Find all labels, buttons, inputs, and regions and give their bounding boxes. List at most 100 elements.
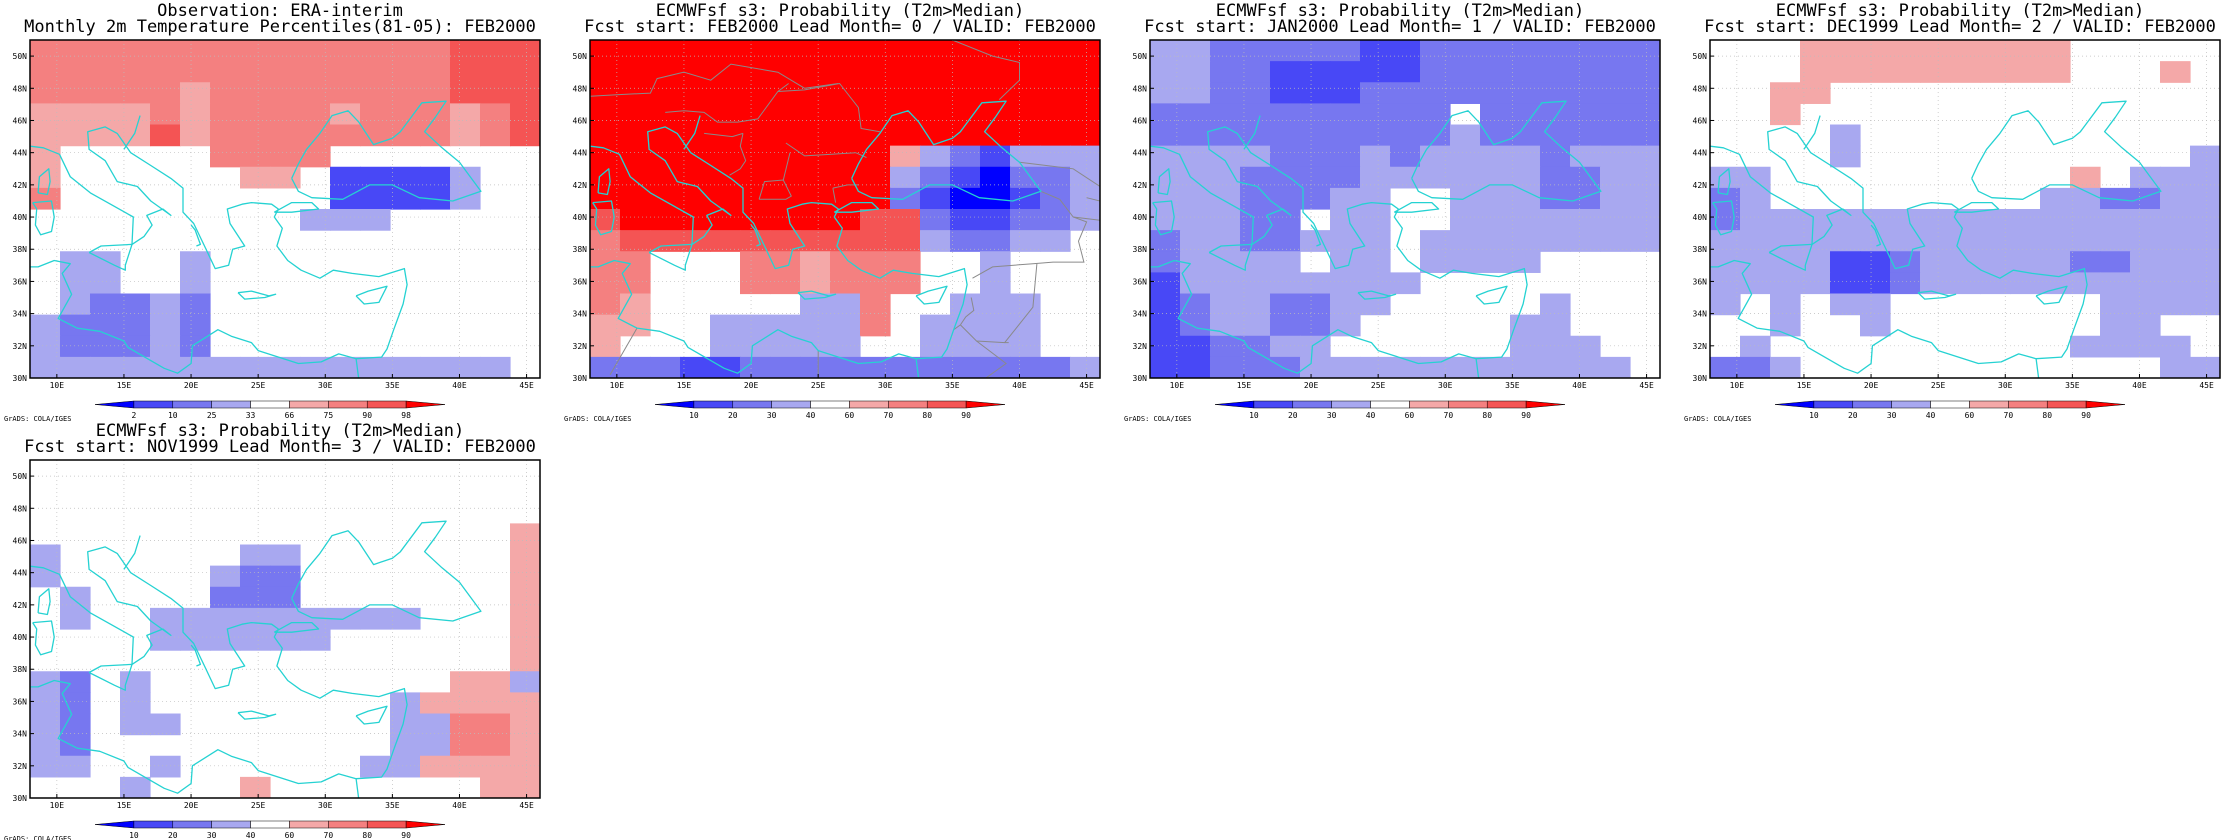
grid-cell — [120, 124, 151, 147]
colorbar-segment — [405, 400, 446, 409]
grid-cell — [620, 209, 651, 231]
grid-cell — [480, 776, 511, 798]
grid-cell — [1980, 230, 2011, 252]
grid-cell — [590, 187, 621, 210]
grid-cell — [1600, 145, 1631, 168]
grid-cell — [890, 209, 921, 231]
lat-label: 36N — [1693, 277, 1708, 286]
grid-cell — [1240, 82, 1271, 104]
lat-label: 36N — [573, 277, 588, 286]
grid-cell — [1420, 124, 1451, 147]
grid-cell — [860, 103, 891, 126]
grid-cell — [920, 103, 951, 126]
border-line — [729, 133, 747, 176]
grid-cell — [710, 82, 741, 104]
lon-label: 30E — [1998, 381, 2013, 390]
coastline — [1475, 285, 1508, 305]
grid-cell — [1600, 187, 1631, 210]
grid-cell — [1300, 40, 1331, 62]
grid-cell — [920, 61, 951, 83]
grid-cell — [1510, 251, 1541, 273]
grid-cell — [860, 82, 891, 104]
grid-cell — [800, 356, 831, 378]
lat-label: 32N — [13, 342, 28, 351]
grid-cell — [1330, 314, 1361, 337]
lon-label: 45E — [519, 801, 534, 810]
grid-cell — [1240, 103, 1271, 126]
grid-cell — [510, 629, 540, 651]
lat-label: 48N — [13, 84, 28, 93]
colorbar-segment — [654, 400, 695, 409]
grid-cell — [1270, 209, 1301, 231]
grid-cell — [150, 293, 181, 316]
grid-cell — [1180, 40, 1211, 62]
grid-cell — [1330, 61, 1361, 83]
grid-cell — [1570, 356, 1601, 378]
border-line — [959, 297, 975, 326]
colorbar-label: 40 — [1926, 411, 1936, 420]
colorbar-segment — [1774, 400, 1815, 409]
coastline — [1208, 243, 1253, 271]
grid-cell — [1360, 40, 1391, 62]
grid-cell — [60, 755, 91, 778]
grid-cell — [2190, 209, 2220, 231]
grid-cell — [620, 61, 651, 83]
grid-cell — [510, 776, 540, 798]
grid-cell — [980, 61, 1011, 83]
grid-cell — [390, 40, 421, 62]
grid-cell — [590, 166, 621, 189]
grid-cell — [950, 40, 981, 62]
grid-cell — [2190, 187, 2220, 210]
grid-cell — [2190, 166, 2220, 189]
colorbar-segment — [1486, 400, 1527, 409]
lat-label: 42N — [573, 181, 588, 190]
grid-cell — [1950, 209, 1981, 231]
lat-label: 30N — [13, 794, 28, 803]
colorbar-segment — [1813, 400, 1854, 409]
grid-cell — [1710, 251, 1741, 273]
grid-cell — [2130, 251, 2161, 273]
grid-cell — [1510, 230, 1541, 252]
grid-cell — [2010, 61, 2041, 83]
grid-cell — [800, 124, 831, 147]
grid-cell — [890, 356, 921, 378]
grid-cell — [480, 713, 511, 736]
grid-cell — [1630, 103, 1660, 126]
grid-cell — [680, 230, 711, 252]
coastline — [915, 285, 948, 305]
grid-cell — [1740, 272, 1771, 295]
grid-cell — [1210, 356, 1241, 378]
colorbar-segment — [1891, 400, 1931, 409]
coastline — [2035, 358, 2040, 378]
border-line — [1086, 197, 1100, 202]
grid-cell — [300, 629, 331, 651]
coastline — [190, 644, 202, 667]
grid-cell — [590, 293, 621, 316]
grid-cell — [150, 124, 181, 147]
colorbar-label: 20 — [1288, 411, 1298, 420]
grid-cell — [950, 124, 981, 147]
colorbar-label: 60 — [1965, 411, 1975, 420]
grid-cell — [1180, 82, 1211, 104]
grid-cell — [510, 124, 540, 147]
grid-cell — [950, 230, 981, 252]
grid-cell — [1710, 356, 1741, 378]
lat-label: 44N — [573, 149, 588, 158]
grid-cell — [1600, 209, 1631, 231]
colorbar: 10 20 30 40 60 70 80 90 — [94, 820, 446, 840]
grid-cell — [1360, 82, 1391, 104]
grid-cell — [1860, 272, 1891, 295]
colorbar-label: 90 — [401, 831, 411, 840]
colorbar-segment — [2046, 400, 2087, 409]
lon-label: 35E — [2065, 381, 2080, 390]
grid-cell — [270, 103, 301, 126]
grid-cell — [620, 356, 651, 378]
grid-cell — [510, 61, 540, 83]
grid-cell — [620, 103, 651, 126]
grid-cell — [710, 145, 741, 168]
grid-cell — [1920, 61, 1951, 83]
colorbar-segment — [2085, 400, 2126, 409]
grid-cell — [770, 61, 801, 83]
colorbar-label: 80 — [2042, 411, 2052, 420]
grid-cell — [60, 103, 91, 126]
